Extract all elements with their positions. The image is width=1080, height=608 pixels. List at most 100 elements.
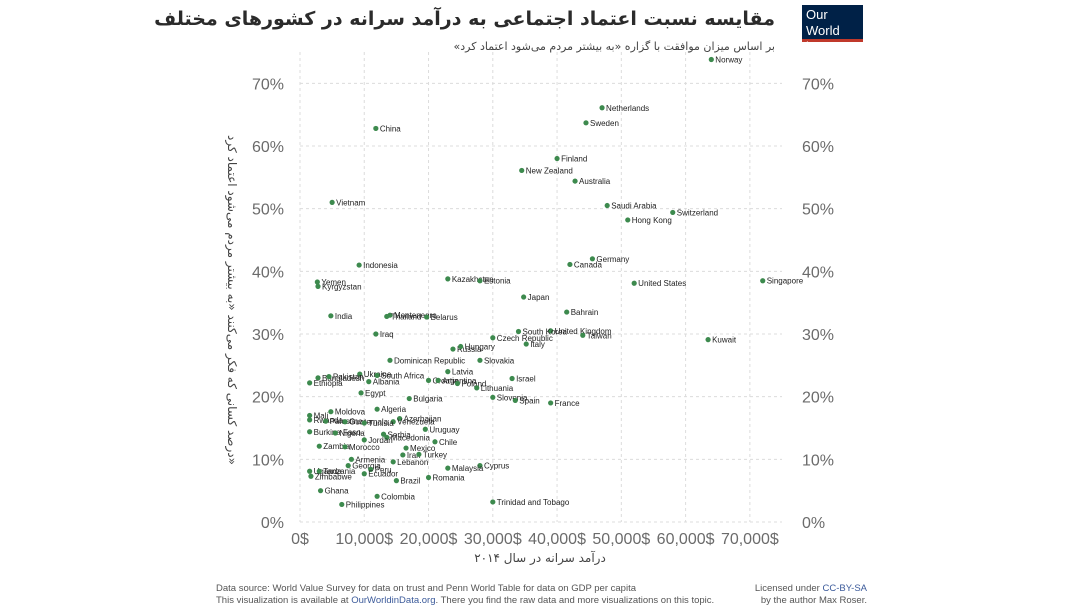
data-point[interactable]: [329, 199, 335, 205]
data-point[interactable]: [454, 380, 461, 387]
data-point[interactable]: [387, 357, 393, 363]
data-point[interactable]: [374, 372, 380, 378]
data-point[interactable]: [670, 209, 676, 216]
data-point[interactable]: [490, 499, 496, 505]
data-point[interactable]: [357, 371, 363, 377]
data-point[interactable]: [477, 357, 483, 363]
data-point[interactable]: [422, 426, 428, 432]
data-point[interactable]: [316, 468, 322, 474]
data-point[interactable]: [458, 343, 464, 350]
data-point[interactable]: [390, 419, 396, 425]
data-point[interactable]: [425, 474, 432, 481]
data-point[interactable]: [519, 167, 525, 174]
point-label: Cyprus: [484, 462, 509, 471]
data-point[interactable]: [361, 420, 367, 426]
data-point[interactable]: [366, 379, 372, 385]
data-point[interactable]: [307, 468, 313, 474]
data-point[interactable]: [374, 406, 380, 412]
data-point[interactable]: [450, 346, 456, 352]
point-label: Netherlands: [606, 104, 649, 113]
data-point[interactable]: [548, 400, 554, 406]
data-point[interactable]: [328, 313, 334, 319]
data-point[interactable]: [361, 437, 367, 443]
point-label: Morocco: [349, 443, 380, 452]
data-point[interactable]: [342, 419, 348, 425]
data-point[interactable]: [760, 278, 766, 284]
owid-logo[interactable]: Our World in Data: [802, 5, 863, 54]
data-point[interactable]: [361, 471, 367, 477]
data-point[interactable]: [521, 294, 527, 300]
data-point[interactable]: [393, 478, 399, 484]
data-point[interactable]: [358, 390, 364, 396]
data-point[interactable]: [315, 283, 321, 289]
data-point[interactable]: [509, 375, 515, 382]
data-point[interactable]: [307, 380, 313, 386]
data-point[interactable]: [589, 256, 596, 262]
data-point[interactable]: [583, 120, 589, 126]
data-point[interactable]: [548, 328, 554, 334]
data-point[interactable]: [328, 409, 334, 415]
data-point[interactable]: [490, 335, 496, 341]
data-point[interactable]: [445, 276, 451, 282]
data-point[interactable]: [432, 439, 438, 445]
data-point[interactable]: [474, 385, 480, 391]
data-point[interactable]: [384, 313, 390, 320]
data-point[interactable]: [348, 456, 355, 462]
data-point[interactable]: [708, 56, 714, 63]
data-point[interactable]: [416, 451, 422, 457]
point-label: Bangladesh: [322, 374, 364, 383]
data-point[interactable]: [345, 463, 351, 469]
license-link[interactable]: CC-BY-SA: [822, 583, 867, 594]
data-point[interactable]: [425, 377, 432, 383]
data-point[interactable]: [307, 429, 313, 435]
data-point[interactable]: [373, 125, 379, 132]
data-point[interactable]: [332, 430, 338, 436]
data-point[interactable]: [625, 217, 631, 223]
data-point[interactable]: [339, 501, 345, 508]
point-label: United States: [638, 279, 686, 288]
data-point[interactable]: [445, 465, 451, 471]
data-point[interactable]: [580, 332, 586, 338]
data-point[interactable]: [705, 337, 711, 343]
owid-link[interactable]: OurWorldinData.org: [351, 595, 436, 606]
data-point[interactable]: [307, 417, 313, 423]
data-point[interactable]: [307, 412, 313, 419]
data-point[interactable]: [477, 463, 483, 469]
data-point[interactable]: [314, 279, 320, 285]
data-point[interactable]: [631, 280, 637, 286]
data-point[interactable]: [515, 328, 522, 335]
data-point[interactable]: [374, 493, 380, 499]
point-label: Hungary: [465, 343, 495, 352]
x-axis-title: درآمد سرانه در سال ۲۰۱۴: [474, 550, 606, 566]
data-point[interactable]: [323, 418, 329, 424]
data-point[interactable]: [572, 178, 578, 184]
data-point[interactable]: [567, 261, 573, 268]
data-point[interactable]: [326, 374, 332, 380]
data-point[interactable]: [315, 375, 321, 381]
data-point[interactable]: [308, 473, 314, 479]
data-point[interactable]: [435, 377, 441, 383]
data-point[interactable]: [400, 452, 406, 458]
data-point[interactable]: [390, 459, 396, 465]
data-point[interactable]: [403, 445, 409, 451]
data-point[interactable]: [523, 341, 529, 347]
data-point[interactable]: [445, 369, 451, 375]
data-point[interactable]: [564, 309, 570, 315]
data-point[interactable]: [490, 394, 496, 400]
data-point[interactable]: [554, 155, 560, 162]
data-point[interactable]: [342, 444, 348, 450]
data-point[interactable]: [599, 105, 605, 111]
data-point[interactable]: [512, 397, 518, 404]
data-point[interactable]: [380, 431, 387, 437]
data-point[interactable]: [397, 416, 403, 422]
data-point[interactable]: [356, 262, 362, 268]
data-point[interactable]: [373, 331, 379, 337]
data-point[interactable]: [317, 488, 324, 494]
data-point[interactable]: [368, 466, 374, 472]
data-point[interactable]: [604, 202, 610, 209]
data-point[interactable]: [406, 395, 412, 402]
data-point[interactable]: [477, 278, 483, 284]
data-point[interactable]: [384, 434, 390, 440]
data-point[interactable]: [424, 314, 430, 320]
data-point[interactable]: [316, 443, 322, 449]
